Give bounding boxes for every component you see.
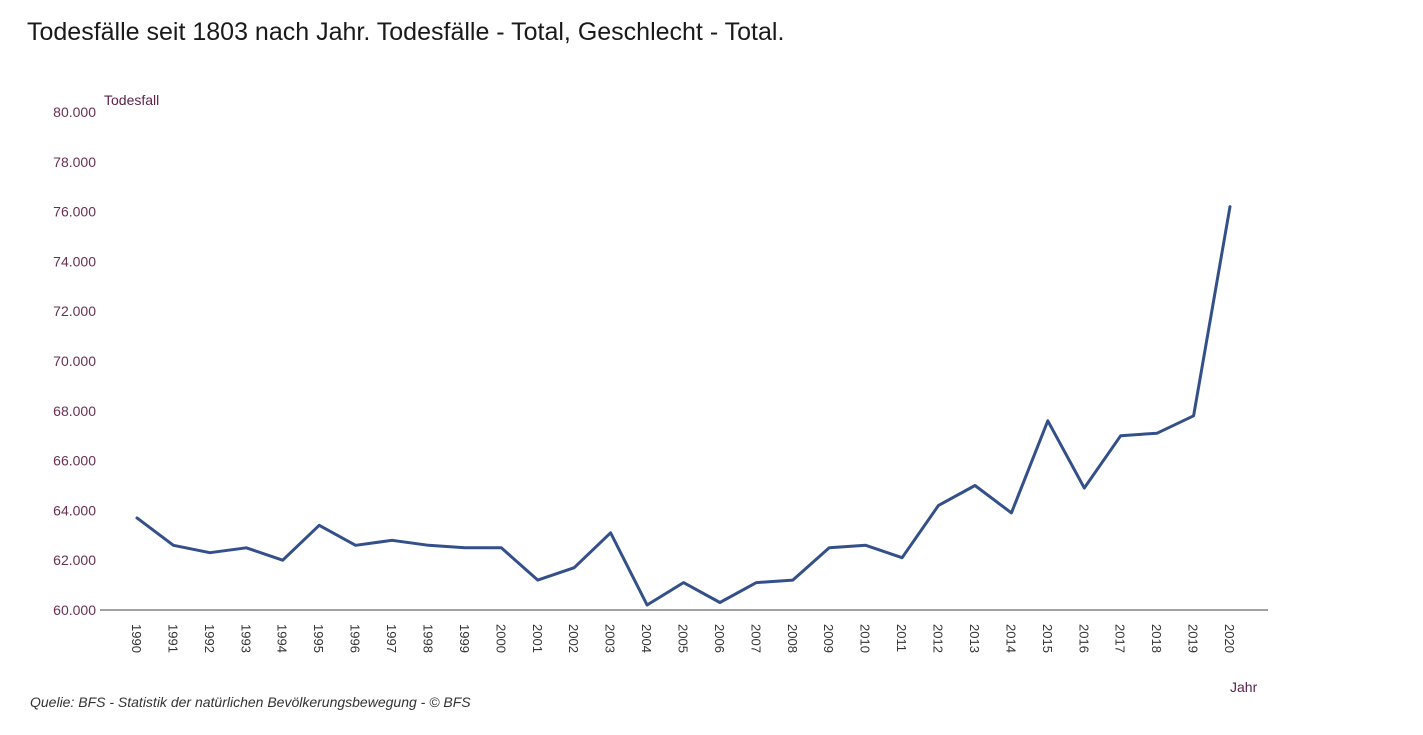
x-tick-label: 1999 <box>457 624 472 653</box>
x-tick-label: 1997 <box>384 624 399 653</box>
y-tick-label: 74.000 <box>53 253 96 269</box>
y-axis-title: Todesfall <box>104 92 159 108</box>
x-tick-label: 2003 <box>603 624 618 653</box>
x-tick-label: 2005 <box>676 624 691 653</box>
x-tick-label: 2015 <box>1040 624 1055 653</box>
x-tick-label: 2006 <box>712 624 727 653</box>
y-tick-label: 62.000 <box>53 552 96 568</box>
x-tick-label: 1990 <box>129 624 144 653</box>
x-tick-label: 2014 <box>1003 624 1018 653</box>
x-tick-label: 1998 <box>420 624 435 653</box>
y-tick-label: 64.000 <box>53 502 96 518</box>
x-tick-label: 1995 <box>311 624 326 653</box>
y-axis-ticks: 60.000 62.000 64.000 66.000 68.000 70.000 72.0… <box>53 104 96 618</box>
x-tick-label: 1996 <box>348 624 363 653</box>
y-tick-label: 72.000 <box>53 303 96 319</box>
series-line <box>135 205 1232 607</box>
x-tick-label: 2013 <box>967 624 982 653</box>
y-tick-label: 78.000 <box>53 154 96 170</box>
x-tick-label: 2010 <box>858 624 873 653</box>
x-tick-label: 2004 <box>639 624 654 653</box>
y-tick-label: 66.000 <box>53 453 96 469</box>
x-tick-label: 2019 <box>1186 624 1201 653</box>
x-tick-label: 1991 <box>165 624 180 653</box>
y-tick-label: 68.000 <box>53 403 96 419</box>
x-axis-ticks: 1990 1991 1992 1993 1994 1995 1996 1997 1998 1999… <box>129 624 1237 653</box>
y-tick-label: 70.000 <box>53 353 96 369</box>
x-axis-title: Jahr <box>1230 679 1258 695</box>
x-tick-label: 1992 <box>202 624 217 653</box>
x-tick-label: 2017 <box>1113 624 1128 653</box>
x-tick-label: 2007 <box>748 624 763 653</box>
x-tick-label: 2018 <box>1149 624 1164 653</box>
x-tick-label: 2020 <box>1222 624 1237 653</box>
x-tick-label: 1994 <box>275 624 290 653</box>
source-note: Quelie: BFS - Statistik der natürlichen … <box>30 694 471 710</box>
x-tick-label: 2012 <box>931 624 946 653</box>
x-tick-label: 2011 <box>894 624 909 652</box>
chart-title: Todesfälle seit 1803 nach Jahr. Todesfäl… <box>27 18 785 46</box>
x-tick-label: 2001 <box>530 624 545 653</box>
x-tick-label: 2016 <box>1076 624 1091 653</box>
x-tick-label: 1993 <box>238 624 253 653</box>
x-tick-label: 2002 <box>566 624 581 653</box>
x-tick-label: 2009 <box>821 624 836 653</box>
y-tick-label: 76.000 <box>53 204 96 220</box>
x-tick-label: 2000 <box>493 624 508 653</box>
y-tick-label: 80.000 <box>53 104 96 120</box>
x-tick-label: 2008 <box>785 624 800 653</box>
y-tick-label: 60.000 <box>53 602 96 618</box>
